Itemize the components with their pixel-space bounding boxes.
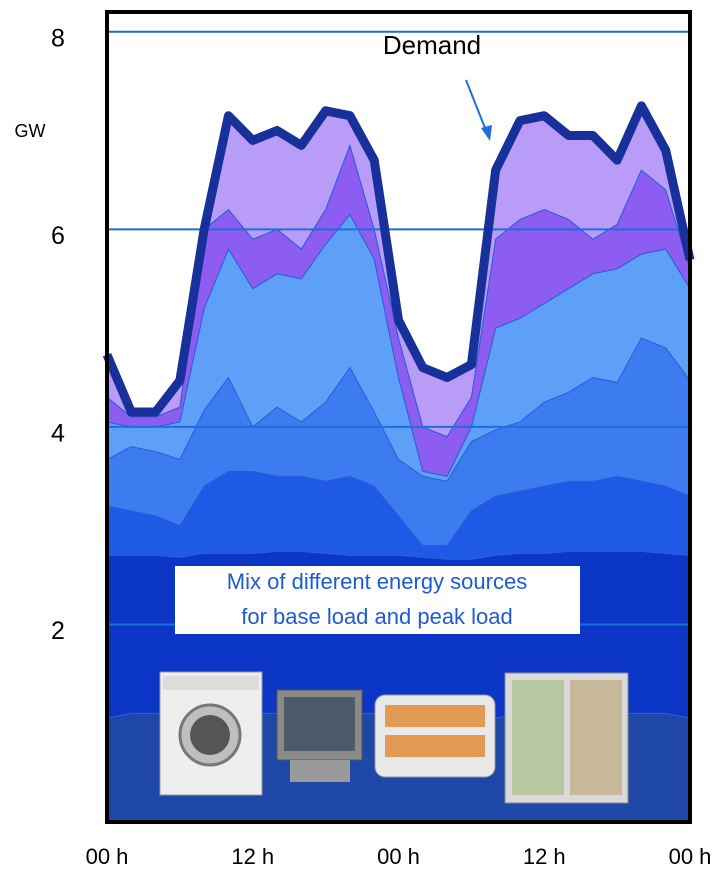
chart: Mix of different energy sources for base… — [0, 0, 728, 878]
demand-arrow — [466, 80, 487, 133]
fridge-inside — [570, 680, 622, 795]
heater-tube — [385, 705, 485, 727]
washing-machine-panel — [163, 676, 259, 690]
tv-stand — [290, 760, 350, 782]
x-tick-label: 12 h — [231, 844, 274, 869]
demand-arrow-head — [481, 125, 492, 141]
annotation: Mix of different energy sources — [227, 569, 527, 594]
tv-screen — [284, 697, 355, 751]
y-tick-label: 6 — [51, 222, 65, 250]
y-axis-label: GW — [15, 121, 46, 141]
y-tick-label: 2 — [51, 617, 65, 645]
x-tick-label: 00 h — [669, 844, 712, 869]
x-tick-label: 12 h — [523, 844, 566, 869]
y-tick-label: 8 — [51, 24, 65, 52]
demand-label: Demand — [383, 30, 481, 60]
heater-tube — [385, 735, 485, 757]
annotation: for base load and peak load — [241, 604, 513, 629]
y-tick-label: 4 — [51, 419, 65, 447]
fridge-inside — [512, 680, 564, 795]
x-tick-label: 00 h — [86, 844, 129, 869]
washing-machine-glass — [190, 715, 230, 755]
x-tick-label: 00 h — [377, 844, 420, 869]
